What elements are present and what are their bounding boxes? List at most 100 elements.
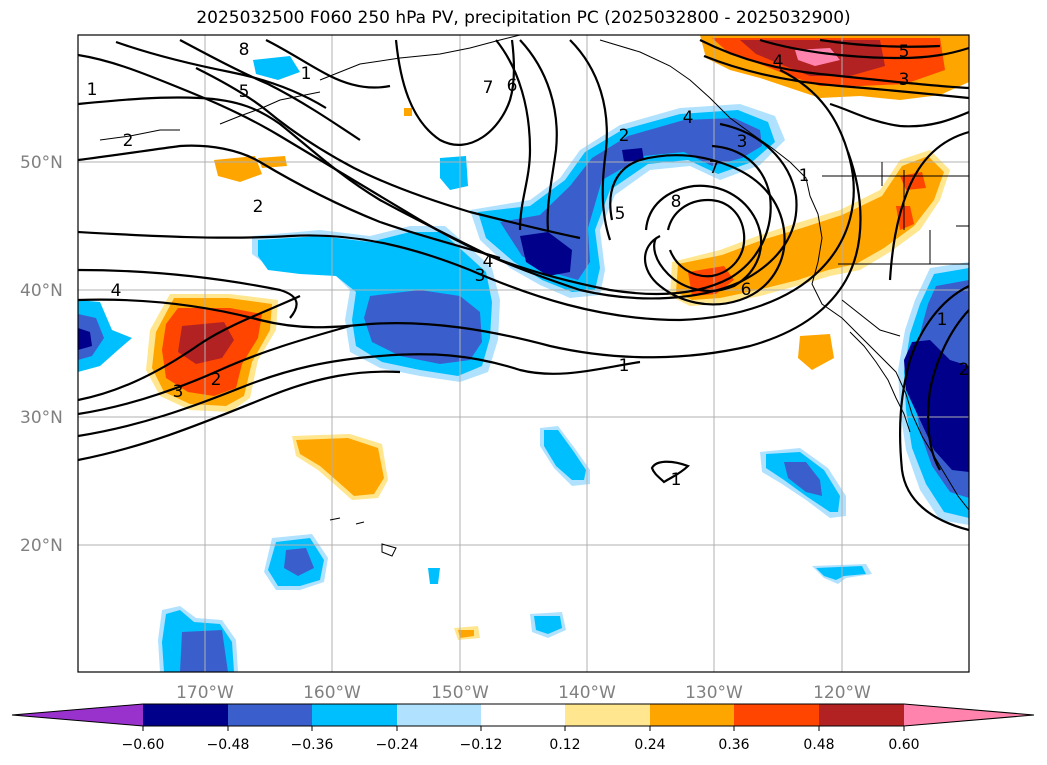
pv-contour-line — [609, 154, 786, 306]
negative-precip-region — [544, 430, 586, 480]
longitude-label: 140°W — [558, 683, 616, 703]
colorbar-tick-label: −0.60 — [122, 737, 165, 753]
colorbar-segment — [12, 704, 143, 726]
pv-contour-line — [888, 130, 969, 281]
pv-contour-line — [759, 38, 969, 60]
contour-label: 4 — [683, 108, 694, 128]
contour-label: 1 — [619, 356, 630, 376]
colorbar-segment — [904, 704, 1034, 726]
negative-precip-region — [284, 548, 314, 576]
positive-precip-region — [404, 108, 412, 116]
contour-label: 3 — [899, 70, 910, 90]
negative-precip-region — [78, 314, 104, 360]
contour-label: 2 — [959, 360, 970, 380]
latitude-label: 50°N — [20, 153, 63, 173]
contour-label: 1 — [799, 166, 810, 186]
pv-contour-labels: 8 1 5 1 2 2 4 3 2 3 4 1 7 6 2 4 3 5 8 7 — [87, 40, 970, 490]
contour-label: 7 — [709, 158, 720, 178]
pv-contour-line — [666, 198, 746, 278]
map-panel: 8 1 5 1 2 2 4 3 2 3 4 1 7 6 2 4 3 5 8 7 — [77, 34, 970, 673]
pv-contour-line — [78, 151, 862, 359]
negative-precip-region — [784, 462, 822, 496]
pv-contour-line — [179, 39, 361, 141]
pv-contour-line — [78, 69, 855, 322]
negative-precip-region — [253, 56, 300, 80]
longitude-label: 150°W — [431, 683, 489, 703]
contour-label: 8 — [671, 192, 682, 212]
negative-precip-region — [180, 630, 228, 672]
coastline-gulf-alaska — [599, 39, 811, 197]
precip-fill-layer — [78, 35, 969, 672]
coastline-baja — [849, 331, 911, 433]
pv-contour-line — [899, 285, 969, 532]
map-title: 2025032500 F060 250 hPa PV, precipitatio… — [196, 8, 851, 28]
pv-contour-line — [699, 39, 969, 90]
longitude-axis: 170°W 160°W 150°W 140°W 130°W 120°W — [176, 683, 871, 703]
pv-contour-line — [78, 353, 641, 438]
contour-label: 1 — [301, 64, 312, 84]
contour-label: 1 — [87, 80, 98, 100]
negative-precip-region — [440, 156, 468, 190]
latitude-label: 30°N — [20, 408, 63, 428]
contour-label: 5 — [239, 82, 250, 102]
positive-precip-region — [795, 48, 840, 66]
contour-label: 3 — [173, 382, 184, 402]
pv-contour-line — [78, 370, 401, 462]
negative-precip-region — [78, 328, 92, 350]
pv-contour-line — [394, 39, 516, 146]
pv-contour-line — [650, 460, 690, 484]
colorbar-segment — [819, 704, 904, 726]
pv-contour-line — [927, 309, 969, 471]
contour-label: 4 — [483, 252, 494, 272]
coastline-west-coast — [809, 195, 969, 511]
contour-label: 6 — [741, 280, 752, 300]
colorbar-segment — [312, 704, 397, 726]
colorbar-tick-label: −0.36 — [291, 737, 334, 753]
contour-label: 2 — [253, 197, 264, 217]
coastline-islands — [99, 129, 180, 141]
pv-contour-line — [495, 39, 532, 231]
negative-precip-region — [622, 148, 644, 162]
colorbar-tick-label: −0.12 — [460, 737, 503, 753]
longitude-label: 130°W — [685, 683, 743, 703]
colorbar-segment — [481, 704, 566, 726]
contour-label: 1 — [671, 470, 682, 490]
colorbar-tick-label: 0.24 — [634, 737, 665, 753]
longitude-label: 170°W — [176, 683, 234, 703]
contour-label: 5 — [899, 42, 910, 62]
state-border — [841, 299, 901, 337]
pv-contour-line — [78, 295, 301, 402]
contour-label: 3 — [737, 132, 748, 152]
contour-label: 4 — [111, 281, 122, 301]
colorbar-segment — [228, 704, 313, 726]
pv-contour-line — [78, 144, 501, 260]
contour-label: 4 — [773, 52, 784, 72]
latitude-label: 40°N — [20, 281, 63, 301]
pv-contour-line — [265, 39, 391, 89]
pv-contour-line — [78, 324, 351, 416]
negative-precip-region — [364, 290, 482, 364]
pv-contour-line — [115, 40, 327, 109]
contour-label: 2 — [123, 131, 134, 151]
colorbar-segment — [565, 704, 650, 726]
negative-precip-region — [500, 118, 762, 280]
positive-precip-region — [798, 334, 834, 370]
pv-contour-line — [829, 102, 969, 128]
colorbar-tick-label: −0.24 — [376, 737, 419, 753]
pv-contour-line — [569, 39, 612, 241]
colorbar-segment — [397, 704, 482, 726]
contour-label: 2 — [619, 126, 630, 146]
contour-label: 6 — [507, 76, 518, 96]
negative-precip-region — [904, 340, 969, 472]
colorbar-tick-label: 0.36 — [718, 737, 749, 753]
pv-contour-line — [78, 268, 298, 319]
colorbar-tick-label: 0.60 — [888, 737, 919, 753]
pv-contours — [78, 38, 969, 532]
colorbar-tick-label: 0.12 — [549, 737, 580, 753]
colorbar-tick-label: 0.48 — [803, 737, 834, 753]
negative-precip-region — [816, 566, 866, 580]
negative-precip-region — [428, 568, 440, 584]
colorbar-segment — [143, 704, 228, 726]
latitude-axis: 50°N 40°N 30°N 20°N — [20, 153, 63, 556]
